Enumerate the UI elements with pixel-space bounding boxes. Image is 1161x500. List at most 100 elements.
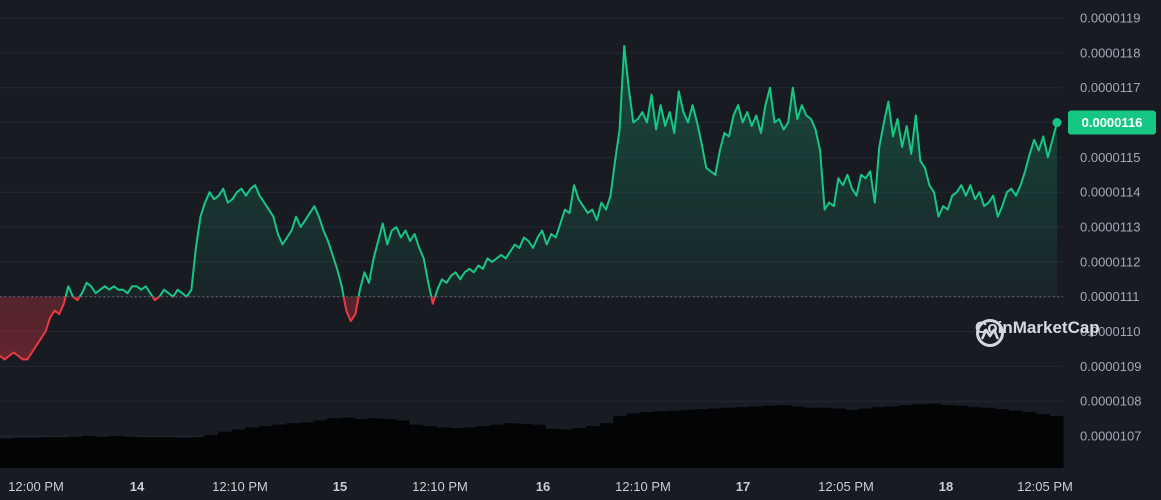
volume-bar — [40, 437, 56, 468]
current-price-label: 0.0000116 — [1082, 115, 1143, 130]
volume-bar — [258, 426, 274, 468]
volume-bar — [735, 407, 751, 468]
y-tick-label: 0.0000115 — [1080, 150, 1141, 165]
volume-bar — [831, 408, 846, 468]
volume-bar — [381, 419, 396, 468]
volume-bar — [681, 409, 696, 468]
volume-bar — [926, 403, 941, 468]
price-line-up — [64, 44, 1058, 297]
volume-bar — [776, 405, 792, 468]
brand-name: CoinMarketCap — [975, 318, 1100, 337]
volume-bar — [885, 406, 901, 468]
volume-bar — [0, 438, 15, 468]
volume-bar — [953, 405, 969, 468]
volume-bar — [640, 412, 655, 468]
volume-bar — [967, 407, 982, 468]
volume-bar — [858, 408, 873, 468]
volume-bar — [204, 435, 219, 468]
volume-bar — [68, 436, 83, 468]
area-fill-up — [65, 45, 1057, 297]
volume-bar — [340, 417, 355, 468]
volume-bar — [749, 406, 764, 468]
y-tick-label: 0.0000109 — [1080, 359, 1141, 374]
x-tick-label: 12:10 PM — [615, 479, 671, 494]
volume-bar — [1008, 410, 1023, 468]
y-tick-label: 0.0000111 — [1080, 289, 1140, 304]
volume-bar — [994, 409, 1010, 468]
x-tick-label: 14 — [130, 479, 145, 494]
y-tick-label: 0.0000110 — [1080, 324, 1141, 339]
volume-bar — [490, 424, 505, 468]
volume-bar — [695, 409, 710, 468]
y-tick-label: 0.0000119 — [1080, 11, 1141, 26]
volume-bar — [804, 407, 819, 468]
volume-bar — [354, 419, 369, 468]
volume-bar — [476, 426, 492, 468]
volume-bar — [844, 409, 860, 468]
volume-bar — [245, 427, 260, 468]
y-tick-label: 0.0000117 — [1080, 80, 1141, 95]
volume-bar — [913, 404, 928, 468]
volume-bar — [81, 435, 96, 468]
volume-bar — [27, 437, 42, 468]
volume-bar — [517, 423, 533, 468]
volume-bar — [817, 407, 832, 468]
volume-bar — [313, 420, 328, 468]
x-tick-label: 16 — [536, 479, 550, 494]
x-tick-label: 12:00 PM — [8, 479, 64, 494]
volume-bar — [940, 405, 955, 468]
volume-bar — [613, 416, 628, 468]
volume-bar — [1049, 416, 1064, 468]
x-tick-label: 18 — [939, 479, 953, 494]
volume-bar — [327, 418, 342, 468]
volume-bar — [504, 423, 519, 468]
volume-bar — [122, 436, 137, 468]
volume-bar — [109, 435, 124, 468]
volume-bar — [149, 437, 165, 468]
x-tick-label: 17 — [736, 479, 750, 494]
y-tick-label: 0.0000118 — [1080, 45, 1141, 60]
volume-bar — [558, 429, 573, 468]
volume-bar — [572, 428, 587, 468]
volume-bar — [708, 408, 723, 468]
y-tick-label: 0.0000107 — [1080, 429, 1141, 444]
volume-bar — [599, 423, 614, 468]
x-tick-label: 12:10 PM — [212, 479, 268, 494]
volume-bar — [586, 426, 601, 468]
current-price-dot — [1052, 118, 1062, 128]
volume-bar — [531, 424, 546, 468]
volume-bar — [1022, 412, 1037, 468]
volume-bar — [95, 436, 110, 468]
y-tick-label: 0.0000112 — [1080, 254, 1141, 269]
volume-bar — [436, 427, 451, 468]
brand-watermark: CoinMarketCap — [975, 318, 1100, 347]
volume-bar — [367, 418, 383, 468]
volume-bar — [667, 410, 683, 468]
volume-bar — [790, 406, 805, 468]
volume-bar — [722, 407, 737, 468]
volume-bar — [13, 437, 28, 468]
volume-bar — [981, 407, 996, 468]
y-tick-label: 0.0000108 — [1080, 394, 1141, 409]
volume-bar — [218, 431, 233, 468]
coinmarketcap-logo-icon — [976, 319, 1004, 347]
volume-bar — [449, 428, 464, 468]
volume-bar — [177, 437, 192, 468]
volume-bar — [626, 413, 642, 468]
volume-bar — [163, 437, 178, 468]
volume-bar — [408, 424, 424, 468]
volume-bar — [899, 405, 914, 468]
volume-bar — [463, 427, 478, 468]
y-tick-label: 0.0000113 — [1080, 220, 1141, 235]
x-tick-label: 12:05 PM — [1017, 479, 1073, 494]
volume-bar — [54, 437, 69, 468]
volume-bar — [299, 422, 315, 468]
volume-bar — [872, 407, 887, 468]
y-tick-label: 0.0000114 — [1080, 185, 1141, 200]
volume-bar — [545, 428, 560, 468]
volume-bar — [272, 424, 287, 468]
volume-bar — [422, 426, 437, 468]
x-tick-label: 12:10 PM — [412, 479, 468, 494]
